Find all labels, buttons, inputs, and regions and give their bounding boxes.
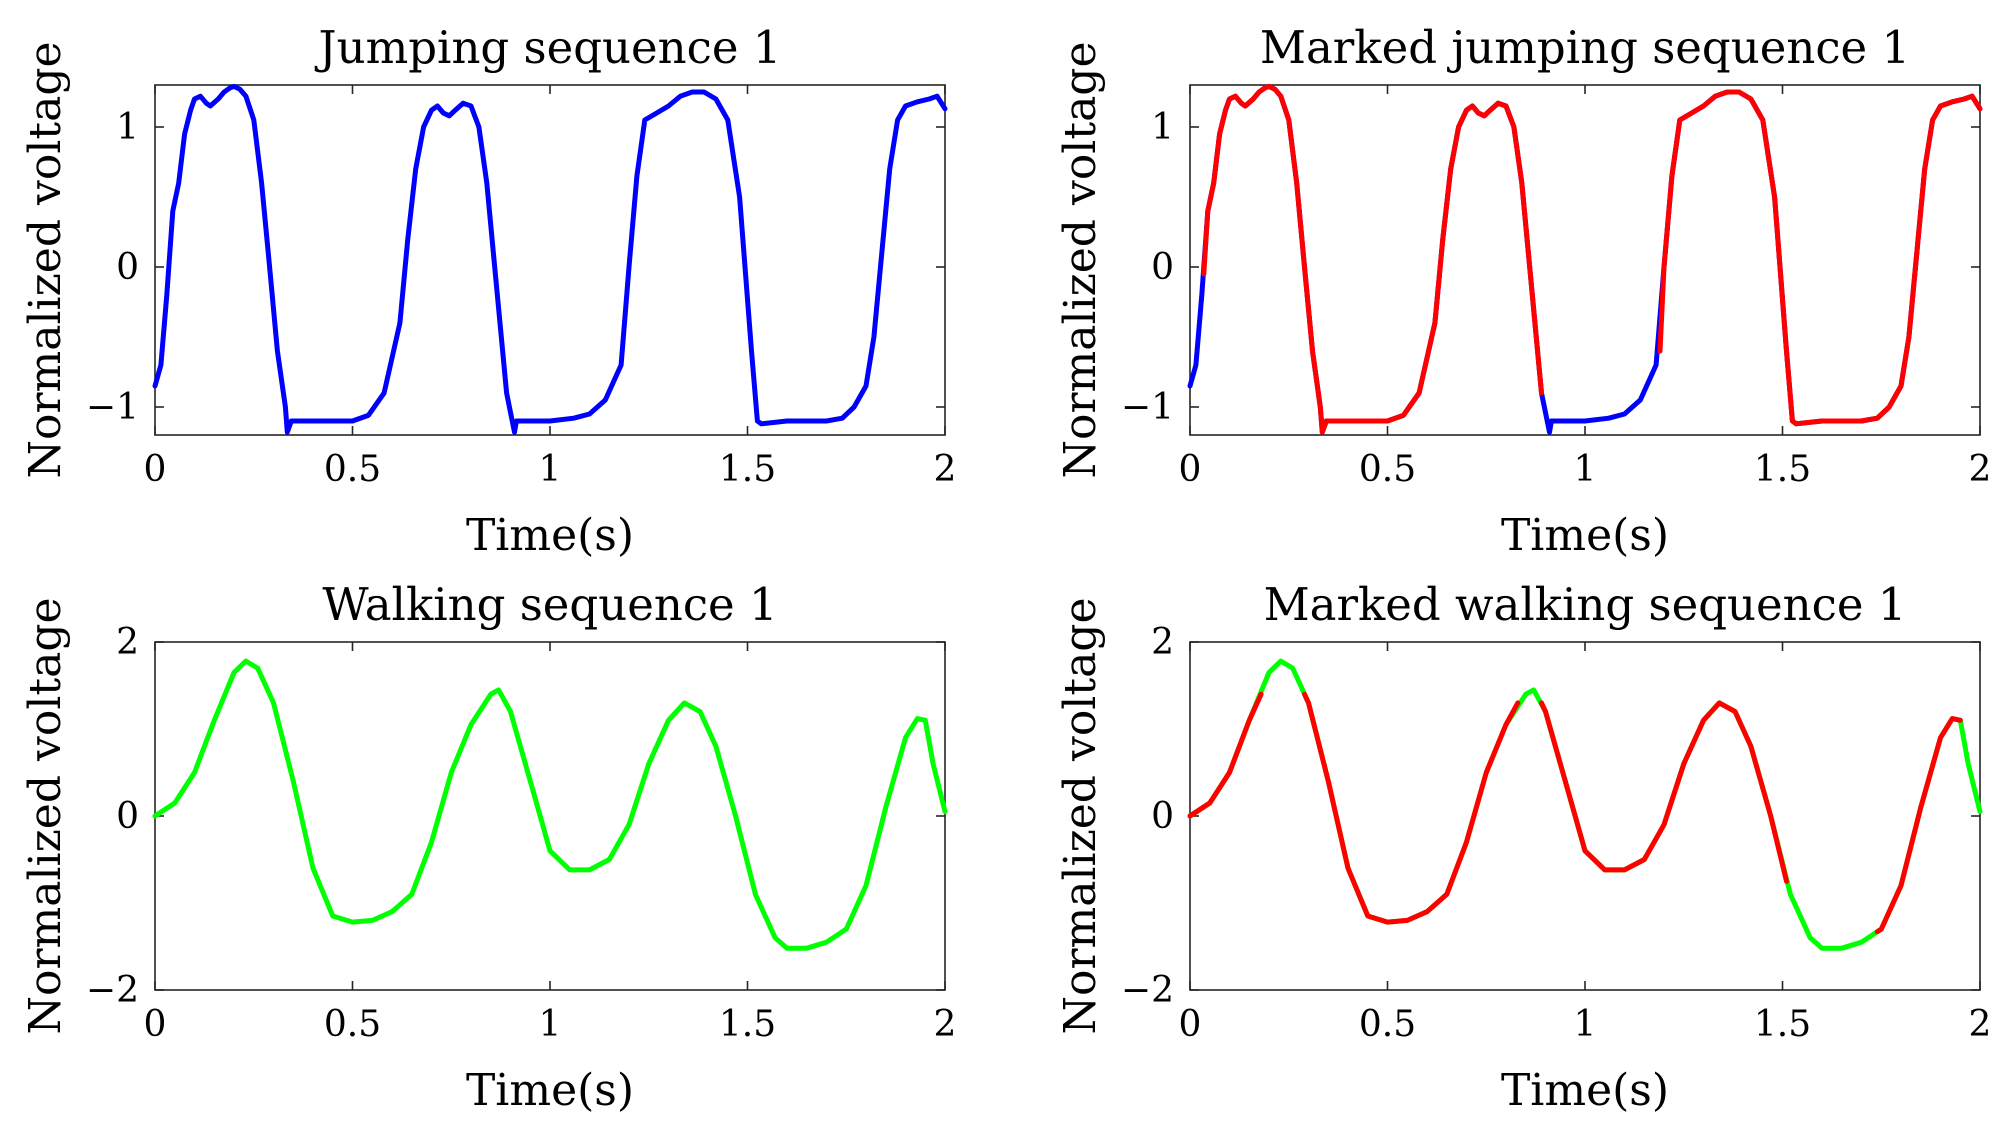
chart-mwalk-series-1-line-seg-2 [1539, 700, 1789, 884]
chart-mjump-xtick-label: 0.5 [1359, 449, 1416, 490]
panel-walking-sequence: Walking sequence 10 0.5 1 1.5 2−202Time(s)No… [20, 578, 956, 1116]
chart-jump-xtick-label: 1 [539, 449, 562, 490]
chart-mjump-series-1-line-seg-1 [1657, 89, 1983, 427]
chart-mwalk-ytick-label: 0 [1151, 796, 1174, 837]
chart-mwalk-ytick-label: −2 [1121, 970, 1174, 1011]
chart-jump-ytick-label: −1 [86, 387, 139, 428]
chart-jump-title: Jumping sequence 1 [315, 21, 782, 74]
chart-mwalk-xtick-label: 0 [1179, 1004, 1202, 1045]
chart-mwalk-xtick-label: 1 [1574, 1004, 1597, 1045]
chart-jump-xtick-label: 0 [144, 449, 167, 490]
chart-walk-axes-frame [154, 641, 946, 991]
chart-jump-axes-frame [154, 84, 946, 436]
chart-mjump-series-1-line-seg-0 [1201, 83, 1544, 435]
chart-mjump-ytick-label: 0 [1151, 247, 1174, 288]
chart-mwalk-axes-frame [1189, 641, 1981, 991]
chart-mjump-series-0-line [1187, 83, 1983, 435]
chart-mjump-xtick-label: 2 [1969, 449, 1992, 490]
chart-jump-xtick-label: 2 [934, 449, 957, 490]
chart-mwalk-ytick-label: 2 [1151, 622, 1174, 663]
panel-jumping-sequence: Jumping sequence 10 0.5 1 1.5 2−101Time(s)No… [20, 21, 956, 561]
chart-mjump-ylabel: Normalized voltage [1055, 41, 1106, 478]
chart-walk-series-0-line [152, 658, 948, 951]
chart-mwalk-xtick-label: 2 [1969, 1004, 1992, 1045]
chart-mjump-title: Marked jumping sequence 1 [1260, 21, 1910, 74]
chart-walk-ylabel: Normalized voltage [20, 597, 71, 1034]
chart-mwalk-series-1-line-seg-0 [1187, 691, 1264, 819]
chart-mwalk-xtick-label: 1.5 [1754, 1004, 1811, 1045]
chart-mjump-xtick-label: 1.5 [1754, 449, 1811, 490]
chart-walk-xtick-label: 1 [539, 1004, 562, 1045]
chart-walk-title: Walking sequence 1 [322, 578, 777, 631]
chart-mjump-ytick-label: −1 [1121, 387, 1174, 428]
chart-walk-xtick-label: 2 [934, 1004, 957, 1045]
chart-jump-ylabel: Normalized voltage [20, 41, 71, 478]
chart-walk-xtick-label: 0 [144, 1004, 167, 1045]
chart-jump-xlabel: Time(s) [466, 510, 634, 561]
chart-walk-ytick-label: 0 [116, 796, 139, 837]
chart-mjump-xlabel: Time(s) [1501, 510, 1669, 561]
panel-marked-jumping-sequence: Marked jumping sequence 10 0.5 1 1.5 2−101Ti… [1055, 21, 1991, 561]
chart-walk-xtick-label: 1.5 [719, 1004, 776, 1045]
chart-jump-ytick-label: 1 [116, 107, 139, 148]
chart-walk-xlabel: Time(s) [466, 1065, 634, 1116]
chart-walk-xtick-label: 0.5 [324, 1004, 381, 1045]
chart-jump-xtick-label: 0.5 [324, 449, 381, 490]
chart-mwalk-title: Marked walking sequence 1 [1264, 578, 1907, 631]
chart-mjump-xtick-label: 0 [1179, 449, 1202, 490]
chart-jump-ytick-label: 0 [116, 247, 139, 288]
chart-walk-ytick-label: 2 [116, 622, 139, 663]
chart-mwalk-series-1-line-seg-1 [1302, 691, 1521, 925]
chart-walk-ytick-label: −2 [86, 970, 139, 1011]
chart-mwalk-ylabel: Normalized voltage [1055, 597, 1106, 1034]
chart-jump-series-0-line [152, 83, 948, 435]
chart-mwalk-xlabel: Time(s) [1501, 1065, 1669, 1116]
chart-mjump-xtick-label: 1 [1574, 449, 1597, 490]
chart-mwalk-series-1-line-seg-3 [1874, 716, 1963, 935]
chart-mwalk-xtick-label: 0.5 [1359, 1004, 1416, 1045]
chart-mjump-ytick-label: 1 [1151, 107, 1174, 148]
panel-marked-walking-sequence: Marked walking sequence 10 0.5 1 1.5 2−202Ti… [1055, 578, 1991, 1116]
chart-mjump-axes-frame [1189, 84, 1981, 436]
chart-jump-xtick-label: 1.5 [719, 449, 776, 490]
